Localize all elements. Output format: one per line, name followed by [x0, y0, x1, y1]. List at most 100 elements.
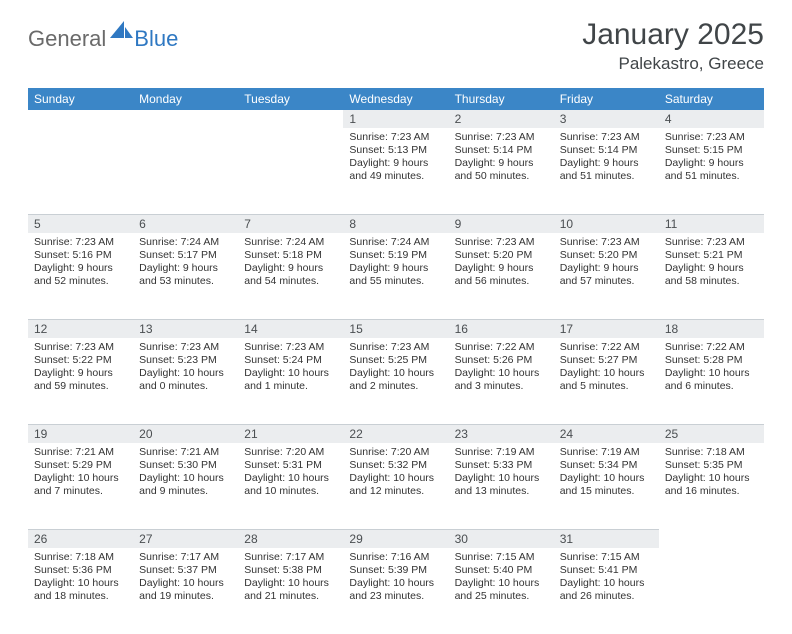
sunrise-text: Sunrise: 7:23 AM	[349, 341, 442, 354]
day-number	[133, 110, 238, 114]
sunset-text: Sunset: 5:29 PM	[34, 459, 127, 472]
day-cell-content: Sunrise: 7:24 AMSunset: 5:19 PMDaylight:…	[343, 233, 448, 295]
weekday-heading: Monday	[133, 88, 238, 110]
day-cell-content: Sunrise: 7:16 AMSunset: 5:39 PMDaylight:…	[343, 548, 448, 610]
daylight-text: Daylight: 10 hours and 21 minutes.	[244, 577, 337, 603]
sunset-text: Sunset: 5:31 PM	[244, 459, 337, 472]
daylight-text: Daylight: 10 hours and 15 minutes.	[560, 472, 653, 498]
sunset-text: Sunset: 5:27 PM	[560, 354, 653, 367]
day-cell-content	[659, 548, 764, 557]
title-block: January 2025 Palekastro, Greece	[582, 18, 764, 74]
day-cell-content: Sunrise: 7:23 AMSunset: 5:14 PMDaylight:…	[449, 128, 554, 190]
daylight-text: Daylight: 10 hours and 6 minutes.	[665, 367, 758, 393]
day-cell-content	[238, 128, 343, 137]
sunrise-text: Sunrise: 7:23 AM	[665, 236, 758, 249]
daylight-text: Daylight: 10 hours and 0 minutes.	[139, 367, 232, 393]
sunset-text: Sunset: 5:24 PM	[244, 354, 337, 367]
sunset-text: Sunset: 5:16 PM	[34, 249, 127, 262]
daylight-text: Daylight: 10 hours and 7 minutes.	[34, 472, 127, 498]
day-cell-content: Sunrise: 7:17 AMSunset: 5:37 PMDaylight:…	[133, 548, 238, 610]
day-cell-content: Sunrise: 7:18 AMSunset: 5:36 PMDaylight:…	[28, 548, 133, 610]
location-subtitle: Palekastro, Greece	[582, 54, 764, 74]
sunrise-text: Sunrise: 7:24 AM	[139, 236, 232, 249]
day-cell-content: Sunrise: 7:17 AMSunset: 5:38 PMDaylight:…	[238, 548, 343, 610]
logo-sail-icon	[110, 21, 134, 44]
day-number: 21	[238, 424, 343, 443]
sunset-text: Sunset: 5:22 PM	[34, 354, 127, 367]
sunrise-text: Sunrise: 7:17 AM	[139, 551, 232, 564]
weekday-heading: Tuesday	[238, 88, 343, 110]
day-number	[659, 529, 764, 534]
sunrise-text: Sunrise: 7:17 AM	[244, 551, 337, 564]
day-number: 31	[554, 529, 659, 548]
sunset-text: Sunset: 5:25 PM	[349, 354, 442, 367]
brand-logo: General Blue	[28, 26, 178, 52]
sunset-text: Sunset: 5:14 PM	[560, 144, 653, 157]
day-cell-content	[28, 128, 133, 137]
day-number: 19	[28, 424, 133, 443]
sunset-text: Sunset: 5:15 PM	[665, 144, 758, 157]
day-number: 6	[133, 214, 238, 233]
sunset-text: Sunset: 5:17 PM	[139, 249, 232, 262]
sunrise-text: Sunrise: 7:23 AM	[349, 131, 442, 144]
day-number: 18	[659, 319, 764, 338]
weekday-heading: Wednesday	[343, 88, 448, 110]
sunrise-text: Sunrise: 7:23 AM	[560, 236, 653, 249]
day-number	[28, 110, 133, 114]
day-number: 27	[133, 529, 238, 548]
day-number: 12	[28, 319, 133, 338]
sunset-text: Sunset: 5:13 PM	[349, 144, 442, 157]
day-cell-content: Sunrise: 7:22 AMSunset: 5:27 PMDaylight:…	[554, 338, 659, 400]
day-number: 3	[554, 110, 659, 128]
daylight-text: Daylight: 10 hours and 3 minutes.	[455, 367, 548, 393]
day-number: 4	[659, 110, 764, 128]
day-cell-content: Sunrise: 7:19 AMSunset: 5:34 PMDaylight:…	[554, 443, 659, 505]
day-number: 26	[28, 529, 133, 548]
calendar-body: 1234Sunrise: 7:23 AMSunset: 5:13 PMDayli…	[28, 110, 764, 634]
sunrise-text: Sunrise: 7:22 AM	[665, 341, 758, 354]
daylight-text: Daylight: 10 hours and 13 minutes.	[455, 472, 548, 498]
day-cell-content: Sunrise: 7:23 AMSunset: 5:20 PMDaylight:…	[449, 233, 554, 295]
day-cell-content: Sunrise: 7:23 AMSunset: 5:14 PMDaylight:…	[554, 128, 659, 190]
sunset-text: Sunset: 5:23 PM	[139, 354, 232, 367]
day-number: 23	[449, 424, 554, 443]
daylight-text: Daylight: 9 hours and 56 minutes.	[455, 262, 548, 288]
sunset-text: Sunset: 5:18 PM	[244, 249, 337, 262]
day-number: 11	[659, 214, 764, 233]
sunset-text: Sunset: 5:33 PM	[455, 459, 548, 472]
sunrise-text: Sunrise: 7:23 AM	[244, 341, 337, 354]
daylight-text: Daylight: 10 hours and 16 minutes.	[665, 472, 758, 498]
day-number	[238, 110, 343, 114]
sunrise-text: Sunrise: 7:24 AM	[349, 236, 442, 249]
day-cell-content: Sunrise: 7:15 AMSunset: 5:41 PMDaylight:…	[554, 548, 659, 610]
daylight-text: Daylight: 9 hours and 52 minutes.	[34, 262, 127, 288]
day-number: 10	[554, 214, 659, 233]
weekday-heading: Sunday	[28, 88, 133, 110]
sunrise-text: Sunrise: 7:23 AM	[34, 341, 127, 354]
weekday-heading: Thursday	[449, 88, 554, 110]
day-cell-content: Sunrise: 7:20 AMSunset: 5:32 PMDaylight:…	[343, 443, 448, 505]
page-header: General Blue January 2025 Palekastro, Gr…	[28, 18, 764, 74]
daylight-text: Daylight: 9 hours and 50 minutes.	[455, 157, 548, 183]
weekday-heading: Friday	[554, 88, 659, 110]
sunrise-text: Sunrise: 7:24 AM	[244, 236, 337, 249]
sunrise-text: Sunrise: 7:21 AM	[139, 446, 232, 459]
sunrise-text: Sunrise: 7:22 AM	[560, 341, 653, 354]
day-number: 8	[343, 214, 448, 233]
day-number: 16	[449, 319, 554, 338]
sunrise-text: Sunrise: 7:16 AM	[349, 551, 442, 564]
day-number: 1	[343, 110, 448, 128]
sunset-text: Sunset: 5:37 PM	[139, 564, 232, 577]
daylight-text: Daylight: 9 hours and 53 minutes.	[139, 262, 232, 288]
day-number: 15	[343, 319, 448, 338]
daylight-text: Daylight: 9 hours and 54 minutes.	[244, 262, 337, 288]
day-cell-content: Sunrise: 7:23 AMSunset: 5:13 PMDaylight:…	[343, 128, 448, 190]
sunrise-text: Sunrise: 7:18 AM	[34, 551, 127, 564]
day-number: 17	[554, 319, 659, 338]
sunrise-text: Sunrise: 7:15 AM	[560, 551, 653, 564]
day-number: 25	[659, 424, 764, 443]
day-number: 13	[133, 319, 238, 338]
month-title: January 2025	[582, 18, 764, 52]
day-cell-content: Sunrise: 7:23 AMSunset: 5:22 PMDaylight:…	[28, 338, 133, 400]
sunrise-text: Sunrise: 7:23 AM	[455, 236, 548, 249]
